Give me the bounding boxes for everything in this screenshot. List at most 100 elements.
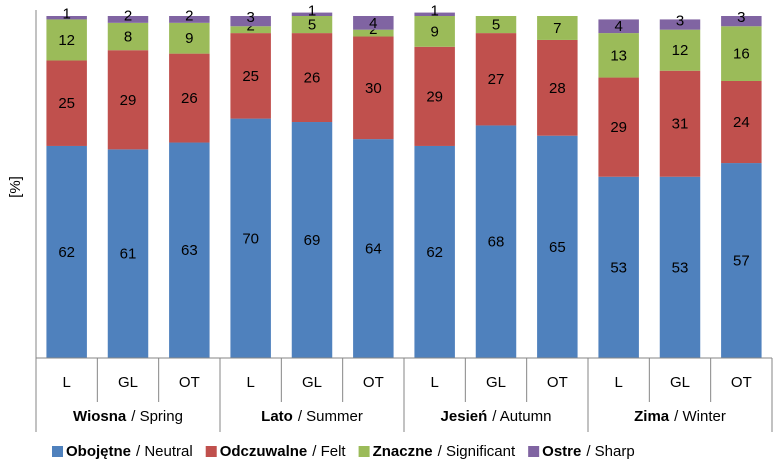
legend-name-en: / Neutral bbox=[136, 443, 193, 460]
data-label: 4 bbox=[369, 15, 377, 32]
legend-swatch bbox=[205, 446, 217, 457]
legend-label: Znaczne / Significant bbox=[373, 443, 516, 460]
bar-segment bbox=[169, 53, 210, 143]
bar-segment bbox=[353, 29, 394, 37]
bar-segment bbox=[169, 22, 210, 54]
bar-segment bbox=[230, 118, 271, 358]
bar-segment bbox=[230, 26, 271, 34]
x-tick-label: L bbox=[62, 374, 70, 391]
data-label: 12 bbox=[58, 32, 75, 49]
x-tick-label: OT bbox=[179, 374, 200, 391]
bar-segment bbox=[169, 16, 210, 23]
bar-segment bbox=[291, 33, 333, 123]
bar-segment bbox=[230, 33, 271, 119]
data-label: 61 bbox=[120, 246, 137, 263]
data-label: 1 bbox=[308, 2, 316, 19]
legend-swatch bbox=[528, 446, 540, 457]
data-label: 5 bbox=[492, 17, 500, 34]
bar-segment bbox=[291, 12, 333, 16]
x-tick-label: GL bbox=[486, 374, 506, 391]
bar-segment bbox=[230, 16, 271, 27]
bar-segment bbox=[721, 163, 762, 358]
bar-segment bbox=[659, 19, 701, 30]
data-label: 26 bbox=[181, 90, 198, 107]
x-tick-label: L bbox=[614, 374, 622, 391]
bar-segment bbox=[291, 16, 333, 34]
data-label: 3 bbox=[246, 9, 254, 26]
x-tick-label: L bbox=[246, 374, 254, 391]
bar-segment bbox=[107, 22, 149, 51]
data-label: 8 bbox=[124, 28, 132, 45]
data-label: 64 bbox=[365, 241, 382, 258]
group-label: Zima / Winter bbox=[634, 408, 726, 425]
bar-segment bbox=[721, 80, 762, 164]
data-label: 25 bbox=[242, 68, 259, 85]
data-label: 63 bbox=[181, 242, 198, 259]
data-label: 30 bbox=[365, 80, 382, 97]
group-name: Jesień bbox=[441, 408, 488, 425]
legend-name: Odczuwalne bbox=[220, 443, 308, 460]
bar-segment bbox=[537, 135, 578, 358]
data-label: 2 bbox=[124, 7, 132, 24]
bar-segment bbox=[107, 50, 149, 150]
bar-segment bbox=[414, 12, 455, 16]
data-label: 13 bbox=[610, 47, 627, 64]
bar-segment bbox=[414, 145, 455, 358]
y-axis-label: [%] bbox=[7, 176, 24, 198]
group-name: Lato bbox=[261, 408, 293, 425]
bar-segment bbox=[721, 16, 762, 27]
legend: Obojętne / Neutral Odczuwalne / Felt Znaczne… bbox=[52, 443, 635, 460]
bar-segment bbox=[475, 125, 517, 358]
group-name-en: / Winter bbox=[674, 408, 726, 425]
data-label: 12 bbox=[672, 42, 689, 59]
bar-segment bbox=[414, 46, 455, 146]
group-name-en: / Spring bbox=[131, 408, 183, 425]
data-label: 3 bbox=[676, 13, 684, 30]
bar-segment bbox=[659, 29, 701, 71]
data-label: 62 bbox=[58, 244, 75, 261]
data-label: 31 bbox=[672, 116, 689, 133]
legend-label: Odczuwalne / Felt bbox=[220, 443, 347, 460]
group-label: Jesień / Autumn bbox=[441, 408, 552, 425]
x-tick-label: OT bbox=[363, 374, 384, 391]
bar-segment bbox=[353, 16, 394, 30]
data-label: 57 bbox=[733, 252, 750, 269]
bar-segment bbox=[598, 19, 639, 34]
data-label: 2 bbox=[185, 7, 193, 24]
bar-segment bbox=[721, 26, 762, 81]
bar-segment bbox=[537, 16, 578, 40]
data-label: 3 bbox=[737, 9, 745, 26]
data-label: 5 bbox=[308, 17, 316, 34]
data-label: 7 bbox=[553, 20, 561, 37]
data-label: 29 bbox=[120, 92, 137, 109]
data-label: 24 bbox=[733, 114, 750, 131]
data-label: 29 bbox=[610, 119, 627, 136]
x-tick-label: GL bbox=[670, 374, 690, 391]
data-label: 53 bbox=[610, 259, 627, 276]
data-label: 29 bbox=[426, 88, 443, 105]
data-label: 4 bbox=[614, 18, 622, 35]
group-label: Lato / Summer bbox=[261, 408, 363, 425]
bar-segment bbox=[414, 16, 455, 47]
bar-segment bbox=[107, 149, 149, 358]
group-name: Wiosna bbox=[73, 408, 127, 425]
bar-segment bbox=[46, 60, 87, 146]
bar-segment bbox=[353, 139, 394, 358]
data-label: 25 bbox=[58, 95, 75, 112]
bar-segment bbox=[659, 70, 701, 177]
legend-name: Obojętne bbox=[66, 443, 131, 460]
data-label: 28 bbox=[549, 80, 566, 97]
bar-segment bbox=[475, 33, 517, 126]
data-label: 27 bbox=[488, 71, 505, 88]
bar-segment bbox=[659, 176, 701, 358]
bar-segment bbox=[107, 16, 149, 23]
legend-swatch bbox=[52, 446, 63, 457]
legend-label: Obojętne / Neutral bbox=[66, 443, 193, 460]
group-label: Wiosna / Spring bbox=[73, 408, 183, 425]
data-label: 1 bbox=[62, 6, 70, 23]
group-name-en: / Autumn bbox=[492, 408, 551, 425]
data-label: 69 bbox=[304, 232, 321, 249]
bar-segment bbox=[46, 19, 87, 61]
x-tick-label: L bbox=[430, 374, 438, 391]
